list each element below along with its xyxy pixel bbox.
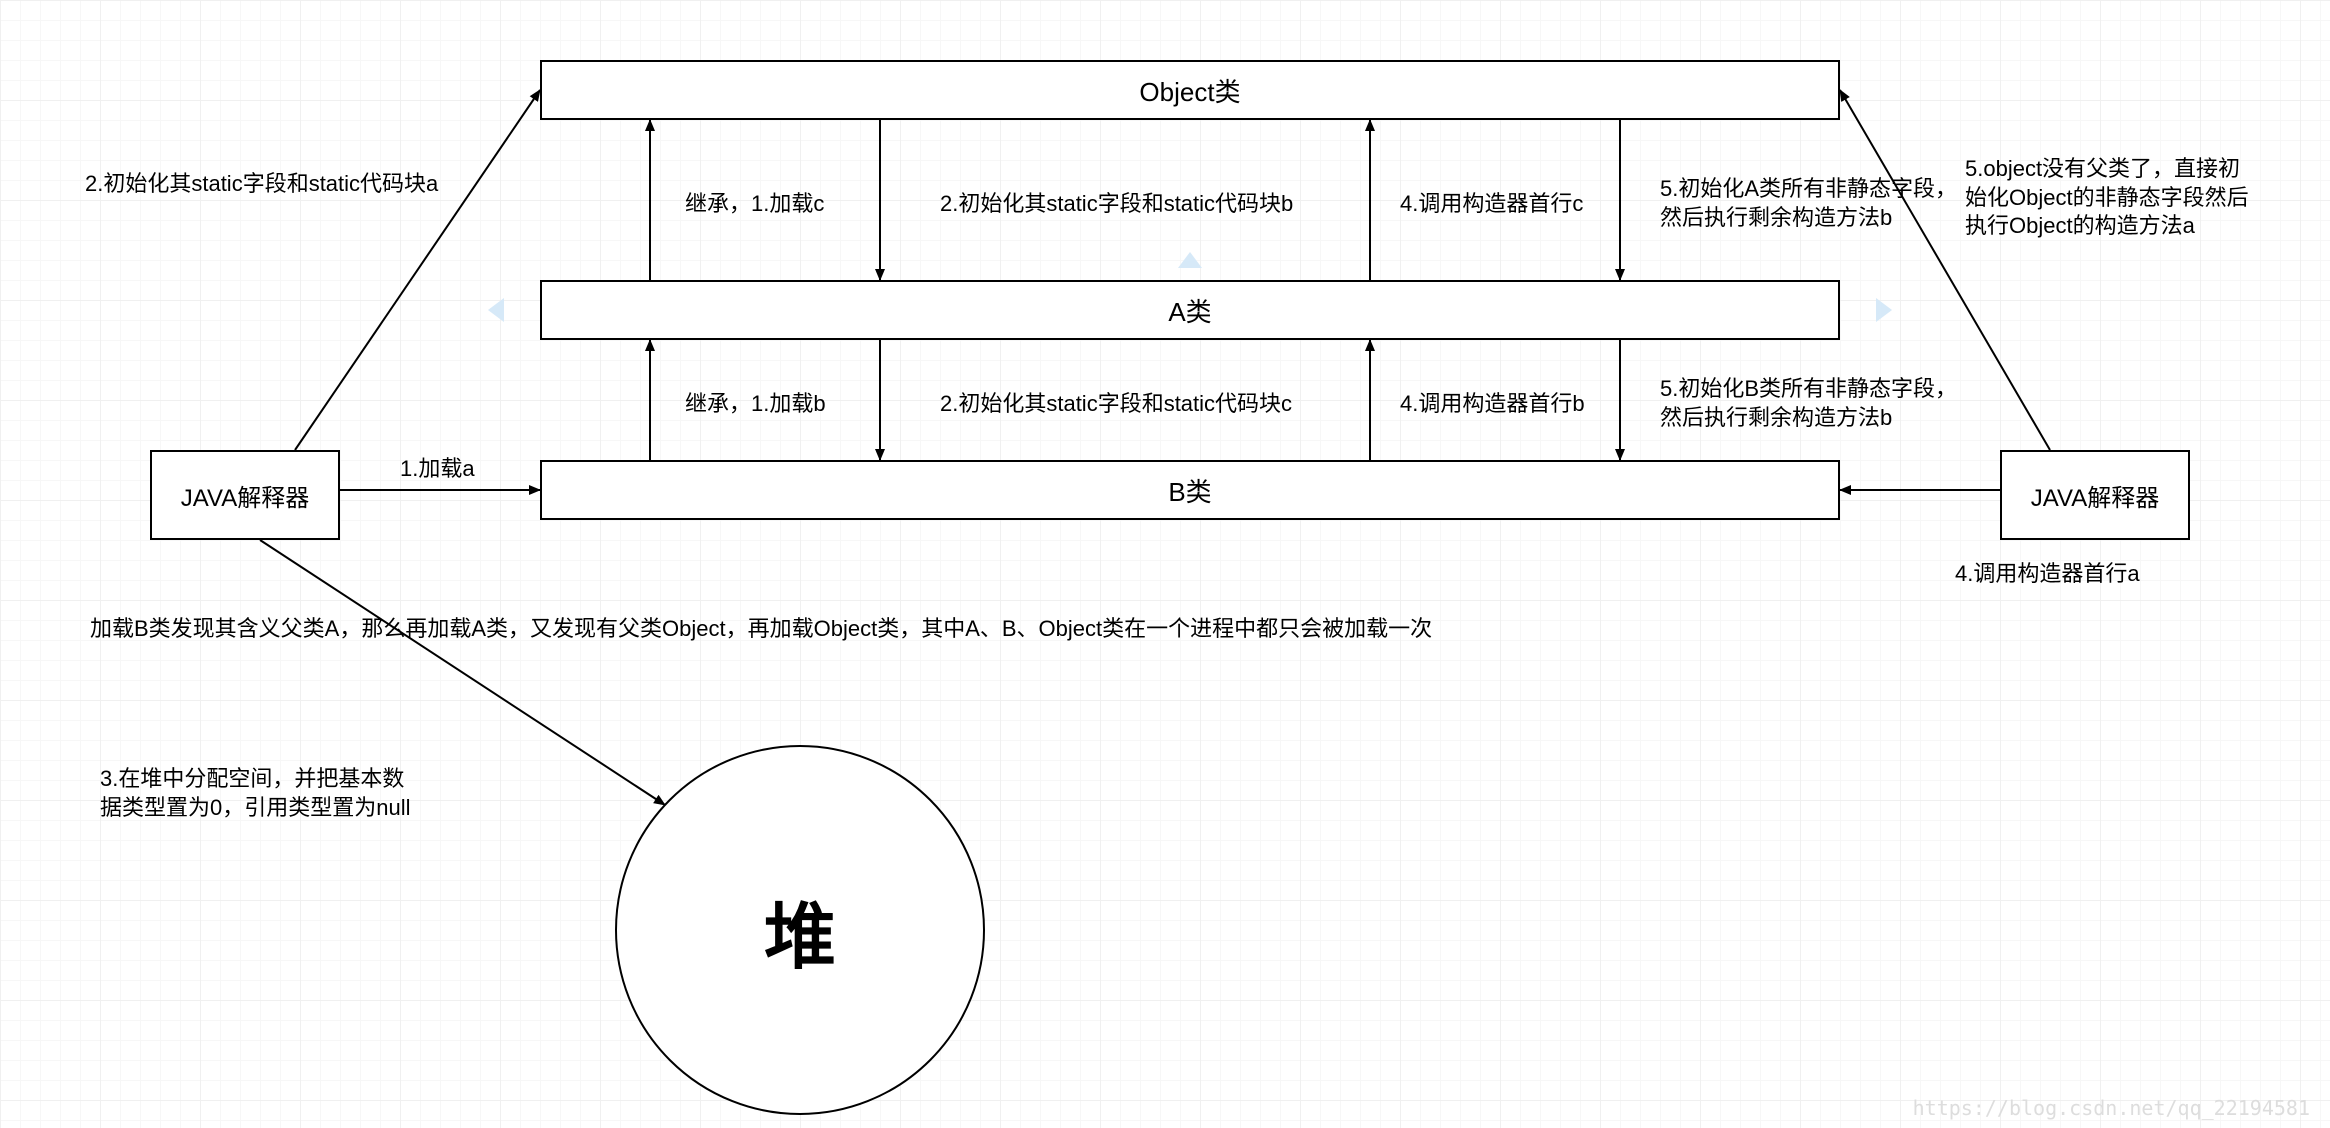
node-b-label: B类 (1168, 472, 1211, 509)
label-5: 4.调用构造器首行c (1400, 190, 1583, 219)
label-10-text: 5.初始化B类所有非静态字段， 然后执行剩余构造方法b (1660, 376, 1957, 430)
label-3: 继承，1.加载c (685, 190, 824, 219)
node-interpreter-left: JAVA解释器 (150, 450, 340, 540)
node-a-label: A类 (1168, 292, 1211, 329)
label-2: 2.初始化其static字段和static代码块a (85, 170, 438, 199)
watermark: https://blog.csdn.net/qq_22194581 (1913, 1096, 2310, 1120)
label-6-text: 5.初始化A类所有非静态字段， 然后执行剩余构造方法b (1660, 176, 1957, 230)
interpreter-right-label: JAVA解释器 (2031, 478, 2159, 513)
label-14: 3.在堆中分配空间，并把基本数 据类型置为0，引用类型置为null (100, 765, 410, 822)
guide-right-icon (1876, 298, 1892, 322)
node-object: Object类 (540, 60, 1840, 120)
node-b-class: B类 (540, 460, 1840, 520)
node-interpreter-right: JAVA解释器 (2000, 450, 2190, 540)
label-1: 1.加载a (400, 455, 475, 484)
label-6: 5.初始化A类所有非静态字段， 然后执行剩余构造方法b (1660, 175, 1957, 232)
label-12: 4.调用构造器首行a (1955, 560, 2140, 589)
label-13: 加载B类发现其含义父类A，那么再加载A类，又发现有父类Object，再加载Obj… (90, 615, 1432, 644)
interpreter-left-label: JAVA解释器 (181, 478, 309, 513)
node-a-class: A类 (540, 280, 1840, 340)
guide-up-icon (1178, 252, 1202, 268)
label-9: 4.调用构造器首行b (1400, 390, 1585, 419)
label-8: 2.初始化其static字段和static代码块c (940, 390, 1292, 419)
label-11-text: 5.object没有父类了，直接初 始化Object的非静态字段然后 执行Obj… (1965, 156, 2249, 238)
label-4: 2.初始化其static字段和static代码块b (940, 190, 1293, 219)
label-14-text: 3.在堆中分配空间，并把基本数 据类型置为0，引用类型置为null (100, 766, 410, 820)
node-object-label: Object类 (1139, 72, 1240, 109)
heap-label: 堆 (764, 878, 836, 983)
label-10: 5.初始化B类所有非静态字段， 然后执行剩余构造方法b (1660, 375, 1957, 432)
label-11: 5.object没有父类了，直接初 始化Object的非静态字段然后 执行Obj… (1965, 155, 2249, 241)
guide-left-icon (488, 298, 504, 322)
node-heap: 堆 (615, 745, 985, 1115)
label-7: 继承，1.加载b (685, 390, 826, 419)
